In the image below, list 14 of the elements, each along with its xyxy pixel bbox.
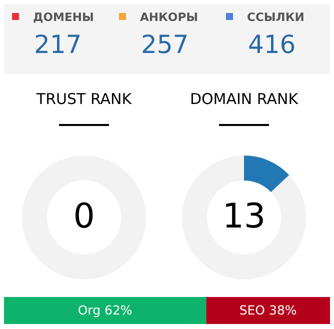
donut-slice xyxy=(244,156,290,192)
category-label: ДОМЕНЫ xyxy=(32,10,95,24)
text: 13 xyxy=(222,196,266,236)
data-label: 416 xyxy=(247,30,297,59)
data-label: 257 xyxy=(140,30,190,59)
chart-title: TRUST RANK xyxy=(35,90,133,108)
data-label: Org 62% xyxy=(78,302,132,318)
category-label: ССЫЛКИ xyxy=(246,10,306,24)
category-label: АНКОРЫ xyxy=(139,10,200,24)
data-label: SEO 38% xyxy=(239,302,297,318)
data-label: 217 xyxy=(33,30,83,59)
text: 0 xyxy=(73,196,95,236)
chart-title: DOMAIN RANK xyxy=(190,90,300,108)
donut-slice xyxy=(182,156,306,280)
